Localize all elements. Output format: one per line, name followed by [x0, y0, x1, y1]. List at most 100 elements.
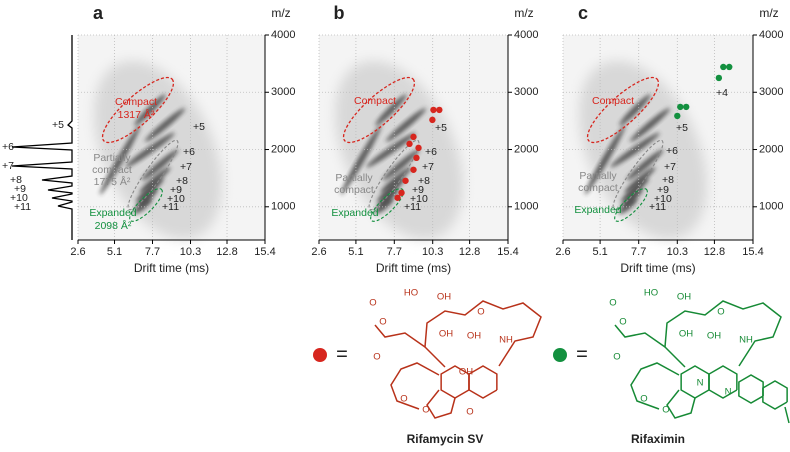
heat-streak: [141, 149, 179, 181]
heat-streak: [144, 108, 186, 142]
heat-streak: [375, 94, 407, 126]
acetyl: [374, 324, 426, 348]
panel-letter: a: [93, 3, 104, 23]
panel-letter: c: [578, 3, 588, 23]
panel-letter: b: [334, 3, 345, 23]
x-axis-label: Drift time (ms): [376, 261, 451, 275]
annotation: Compact: [592, 95, 634, 107]
annotation: +4: [716, 87, 728, 99]
annotation: Compact: [354, 95, 396, 107]
annotation: Partially: [93, 152, 131, 164]
atom-label: O: [379, 317, 386, 328]
y-tick-label: 4000: [514, 29, 538, 41]
atom-label: HO: [404, 288, 418, 299]
y-tick-label: 1000: [514, 201, 538, 213]
annotation: +10: [410, 193, 428, 205]
atom-label: OH: [439, 329, 453, 340]
heat-streak: [610, 132, 660, 168]
annotation: +9: [170, 184, 182, 196]
compound-name: Rifaximin: [631, 432, 685, 446]
y-tick-label: 4000: [759, 29, 783, 41]
partial-region: [612, 139, 664, 211]
y-tick-label: 1000: [271, 201, 295, 213]
x-tick-label: 7.7: [387, 246, 402, 258]
annotation: Expanded: [89, 207, 136, 219]
x-tick-label: 12.8: [216, 246, 237, 258]
ring: [762, 380, 788, 410]
x-tick-label: 15.4: [742, 246, 763, 258]
ring: [680, 365, 710, 399]
atom-label: O: [477, 307, 484, 318]
annotation: +5: [193, 121, 205, 133]
annotation: Expanded: [574, 204, 621, 216]
ansa-chain: [424, 300, 542, 368]
data-point: [415, 144, 422, 152]
heat-streak: [626, 149, 664, 181]
equals-sign: =: [336, 343, 348, 365]
x-tick-label: 7.7: [631, 246, 646, 258]
data-point: [674, 112, 681, 120]
annotation: +6: [425, 146, 437, 158]
expanded-region: [370, 188, 404, 222]
atom-label: OH: [467, 331, 481, 342]
compact-region: [101, 76, 175, 144]
partial-region: [127, 139, 179, 211]
heat-streak: [134, 94, 166, 126]
heat-streak: [385, 108, 427, 142]
methoxy-chain: [630, 362, 680, 410]
data-point: [429, 116, 436, 124]
partial-region: [368, 139, 420, 211]
atom-label: O: [613, 352, 620, 363]
y-tick-label: 2000: [759, 143, 783, 155]
heat-streak: [377, 188, 399, 208]
annotation: +6: [183, 146, 195, 158]
data-point: [410, 166, 417, 173]
x-tick-label: 5.1: [348, 246, 363, 258]
furanone: [666, 389, 696, 419]
annotation: +9: [657, 184, 669, 196]
annotation: +11: [404, 201, 421, 213]
x-tick-label: 10.3: [180, 246, 201, 258]
heat-streak: [629, 108, 671, 142]
annotation: compact: [334, 184, 374, 196]
data-point: [720, 63, 727, 71]
atom-label: OH: [459, 367, 473, 378]
panel: 2.6 5.1 7.7 10.3 12.8 15.4 1000 2000 3000 4000 Dri…: [555, 3, 783, 275]
heat-streak: [584, 125, 626, 195]
annotation: Compact: [115, 96, 157, 108]
furanone: [426, 389, 456, 419]
data-point: [413, 154, 420, 162]
x-axis-label: Drift time (ms): [620, 261, 695, 275]
compact-region: [586, 76, 660, 144]
annotation: Partially: [579, 170, 617, 182]
compact-region: [342, 76, 416, 144]
heat-streak: [619, 94, 651, 126]
heat-streak: [382, 149, 420, 181]
annotation: +5: [52, 119, 64, 131]
spectrum: [11, 35, 73, 240]
annotation: 1317 Å²: [118, 108, 155, 121]
annotation: +9: [14, 183, 26, 195]
data-point: [726, 63, 733, 71]
expanded-region: [129, 188, 163, 222]
atom-label: HO: [644, 288, 658, 299]
heat-streak: [125, 132, 175, 168]
y-axis-label: m/z: [759, 6, 778, 20]
data-point: [677, 103, 684, 111]
y-axis-label: m/z: [271, 6, 290, 20]
legend-marker: [313, 348, 327, 362]
annotation: +7: [2, 160, 14, 172]
compound-name: Rifamycin SV: [407, 432, 484, 446]
data-point: [715, 74, 723, 82]
annotation: +8: [10, 174, 22, 186]
annotation: +11: [162, 201, 179, 213]
annotation: +8: [176, 175, 188, 187]
annotation: +5: [676, 122, 688, 134]
data-point: [410, 133, 417, 141]
heat-streak: [136, 188, 158, 208]
y-tick-label: 1000: [759, 201, 783, 213]
atom-label: OH: [437, 292, 451, 303]
